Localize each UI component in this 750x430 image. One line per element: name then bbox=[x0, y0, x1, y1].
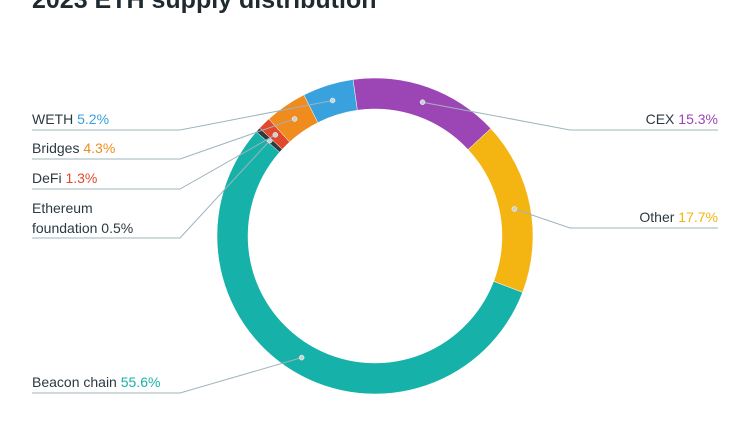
slice-label: CEX 15.3% bbox=[646, 109, 718, 129]
leader-line bbox=[32, 357, 302, 394]
leader-line bbox=[32, 118, 295, 160]
leader-line bbox=[514, 208, 718, 229]
leader-dot bbox=[419, 99, 426, 105]
donut-segment bbox=[352, 77, 492, 150]
label-name: Bridges bbox=[32, 140, 80, 156]
donut-segment bbox=[216, 131, 523, 395]
slice-label: Other 17.7% bbox=[639, 207, 718, 227]
label-name: CEX bbox=[645, 111, 675, 127]
label-name: WETH bbox=[32, 111, 74, 127]
slice-label: Bridges 4.3% bbox=[32, 138, 115, 158]
label-name: DeFi bbox=[32, 170, 62, 186]
label-name: Beacon chain bbox=[32, 374, 117, 390]
leader-line bbox=[32, 140, 271, 239]
label-name: Other bbox=[639, 209, 675, 225]
leader-dot bbox=[298, 354, 305, 361]
label-value: 0.5% bbox=[101, 220, 134, 236]
leader-dot bbox=[329, 97, 336, 104]
slice-label: Ethereum foundation 0.5% bbox=[32, 198, 157, 238]
slice-label: Beacon chain 55.6% bbox=[32, 372, 160, 392]
leader-dot bbox=[511, 206, 518, 212]
leader-dot bbox=[291, 116, 298, 122]
leader-line bbox=[32, 99, 333, 131]
chart-title: 2023 ETH supply distribution bbox=[32, 0, 377, 14]
label-value: 5.2% bbox=[77, 111, 110, 127]
label-value: 15.3% bbox=[678, 111, 718, 127]
donut-segment bbox=[467, 128, 534, 293]
label-name: Ethereum foundation bbox=[32, 200, 98, 236]
label-value: 17.7% bbox=[678, 209, 718, 225]
leader-line bbox=[32, 134, 276, 190]
leader-dot bbox=[272, 132, 279, 138]
slice-label: DeFi 1.3% bbox=[32, 168, 97, 188]
label-value: 1.3% bbox=[65, 170, 98, 186]
leader-line bbox=[422, 101, 718, 131]
label-value: 4.3% bbox=[83, 140, 116, 156]
label-value: 55.6% bbox=[120, 374, 161, 390]
slice-label: WETH 5.2% bbox=[32, 109, 109, 129]
